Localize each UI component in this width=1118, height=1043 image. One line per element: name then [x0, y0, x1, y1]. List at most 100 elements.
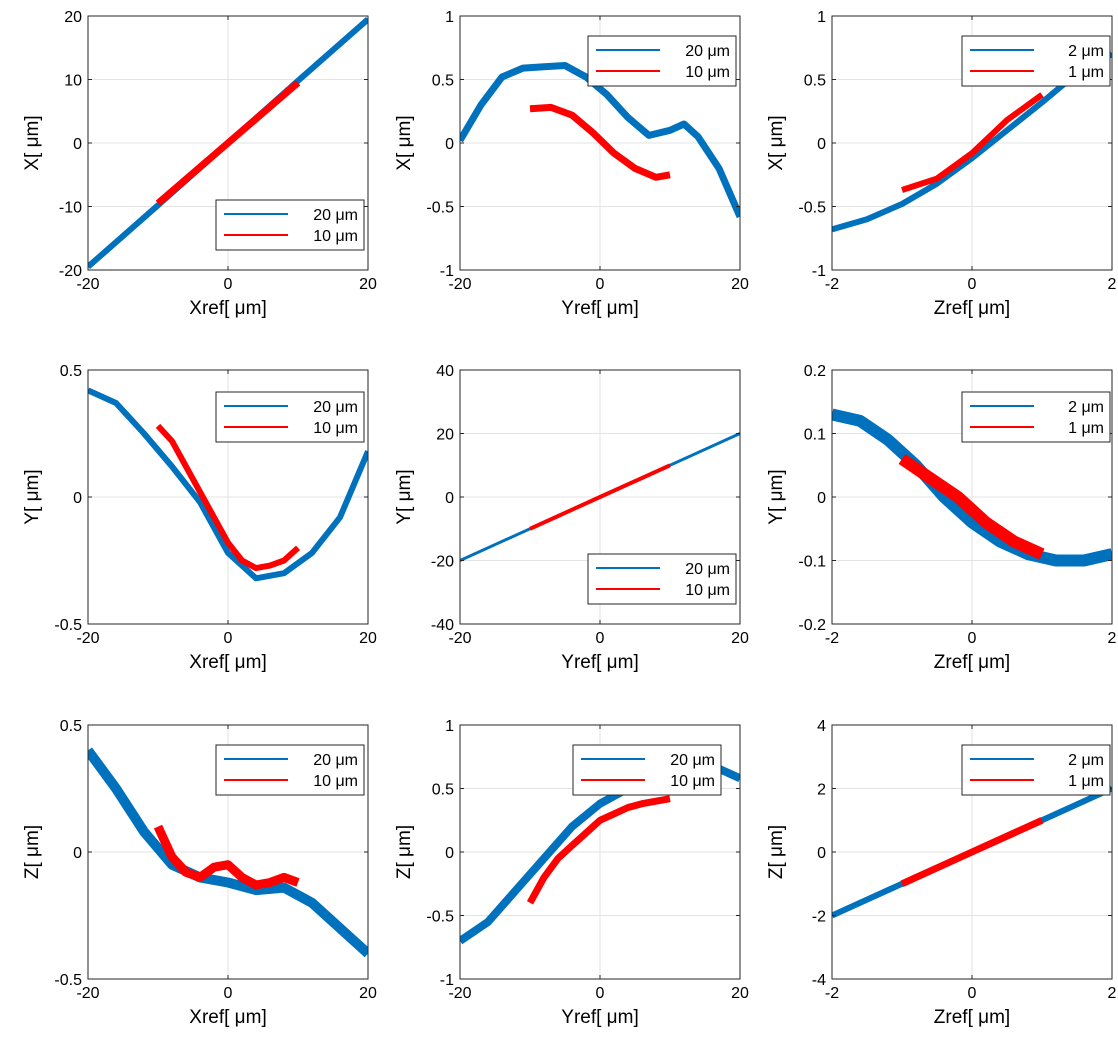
panel-z-vs-xref: -20 0 20 -0.5 0 0.5 Xref[ μm] Z[ μm] 20 μm 10 μm: [22, 718, 377, 1028]
x-tick-label: -20: [448, 985, 471, 1002]
y-axis-label: Z[ μm]: [394, 825, 415, 879]
y-tick-label: 2: [817, 782, 826, 799]
y-axis-label: Y[ μm]: [766, 469, 787, 524]
x-tick-label: 0: [596, 630, 605, 647]
legend: 20 μm 10 μm: [572, 744, 722, 796]
y-tick-label: 0: [817, 490, 826, 507]
y-tick-label: 4: [817, 718, 826, 735]
y-axis-label: X[ μm]: [394, 115, 415, 170]
legend-box: [961, 744, 1111, 796]
panel-x-vs-xref: -20 0 20 -20 -10 0 10 20 Xref[ μm] X[ μm] 20 μm 10 …: [22, 9, 377, 319]
panel-z-vs-yref: -20 0 20 -1 -0.5 0 0.5 1 Yref[ μm] Z[ μm] 20 μm 10 …: [394, 718, 749, 1028]
y-tick-label: 0.5: [432, 73, 454, 90]
legend: 20 μm 10 μm: [587, 553, 737, 605]
legend-label-2: 10 μm: [670, 773, 715, 790]
legend-label-1: 2 μm: [1068, 43, 1104, 60]
x-axis-label: Xref[ μm]: [189, 298, 266, 319]
x-tick-label: 2: [1108, 985, 1117, 1002]
legend-label-1: 20 μm: [685, 43, 730, 60]
y-axis-label: Y[ μm]: [394, 469, 415, 524]
series-group: [460, 432, 740, 562]
y-tick-label: -0.5: [54, 972, 82, 989]
y-tick-label: 0.5: [60, 718, 82, 735]
y-tick-label: -4: [812, 972, 826, 989]
legend-label-1: 2 μm: [1068, 752, 1104, 769]
legend-box: [587, 35, 737, 87]
legend-label-2: 10 μm: [685, 582, 730, 599]
y-tick-label: -0.5: [426, 200, 454, 217]
series-group: [832, 408, 1112, 567]
series-line-2: [529, 103, 671, 181]
legend-label-1: 20 μm: [313, 399, 358, 416]
x-axis-label: Zref[ μm]: [934, 1007, 1010, 1028]
y-tick-label: 0: [817, 845, 826, 862]
series-line-2: [901, 92, 1044, 193]
series-line-2: [898, 453, 1045, 560]
series-group: [460, 62, 740, 219]
series-line-2: [526, 795, 671, 905]
y-axis-label: X[ μm]: [766, 115, 787, 170]
x-axis-label: Yref[ μm]: [561, 1007, 638, 1028]
y-tick-label: 0: [73, 490, 82, 507]
x-tick-label: -2: [825, 276, 839, 293]
x-axis-label: Yref[ μm]: [561, 652, 638, 673]
y-tick-label: 40: [436, 363, 454, 380]
y-tick-label: -1: [812, 263, 826, 280]
x-tick-label: 20: [731, 985, 749, 1002]
x-tick-label: 2: [1108, 276, 1117, 293]
x-tick-label: 20: [359, 985, 377, 1002]
legend-box: [961, 35, 1111, 87]
y-tick-label: -20: [59, 263, 82, 280]
y-tick-label: -1: [440, 263, 454, 280]
y-tick-label: 0.5: [804, 73, 826, 90]
legend: 2 μm 1 μm: [961, 391, 1111, 443]
y-axis-label: Z[ μm]: [22, 825, 43, 879]
legend-box: [215, 391, 365, 443]
series-line-1: [460, 62, 740, 219]
legend-label-2: 10 μm: [313, 773, 358, 790]
y-tick-label: -0.5: [54, 617, 82, 634]
y-tick-label: -0.1: [798, 554, 826, 571]
series-line-2: [900, 817, 1044, 887]
x-tick-label: 0: [596, 276, 605, 293]
y-tick-label: -0.5: [426, 909, 454, 926]
series-group: [832, 785, 1112, 919]
legend-label-2: 10 μm: [685, 64, 730, 81]
x-tick-label: 0: [968, 985, 977, 1002]
x-axis-label: Xref[ μm]: [189, 652, 266, 673]
panel-x-vs-yref: -20 0 20 -1 -0.5 0 0.5 1 Yref[ μm] X[ μm] 20 μm 10 …: [394, 9, 749, 319]
legend-box: [215, 744, 365, 796]
x-tick-label: 20: [731, 630, 749, 647]
y-tick-label: 0.2: [804, 363, 826, 380]
y-tick-label: -10: [59, 200, 82, 217]
y-tick-label: -0.2: [798, 617, 826, 634]
y-tick-label: 20: [436, 427, 454, 444]
y-tick-label: 0: [445, 845, 454, 862]
legend-label-1: 20 μm: [313, 207, 358, 224]
y-axis-label: Y[ μm]: [22, 469, 43, 524]
legend-label-2: 10 μm: [313, 228, 358, 245]
y-tick-label: -2: [812, 909, 826, 926]
legend-label-1: 20 μm: [313, 752, 358, 769]
x-tick-label: -2: [825, 630, 839, 647]
x-tick-label: 0: [224, 985, 233, 1002]
legend: 2 μm 1 μm: [961, 744, 1111, 796]
x-tick-label: -20: [76, 276, 99, 293]
series-line-2: [155, 80, 301, 206]
y-tick-label: 0: [445, 136, 454, 153]
y-tick-label: -0.5: [798, 200, 826, 217]
y-tick-label: 1: [817, 9, 826, 26]
x-axis-label: Yref[ μm]: [561, 298, 638, 319]
y-tick-label: 0: [73, 845, 82, 862]
series-line-2: [529, 463, 671, 531]
y-axis-label: X[ μm]: [22, 115, 43, 170]
y-tick-label: 1: [445, 9, 454, 26]
legend-label-1: 2 μm: [1068, 399, 1104, 416]
y-tick-label: -20: [431, 554, 454, 571]
legend-box: [572, 744, 722, 796]
legend: 20 μm 10 μm: [215, 744, 365, 796]
x-tick-label: -2: [825, 985, 839, 1002]
panel-x-vs-zref: -2 0 2 -1 -0.5 0 0.5 1 Zref[ μm] X[ μm] 2 μm 1 μm: [766, 9, 1117, 319]
